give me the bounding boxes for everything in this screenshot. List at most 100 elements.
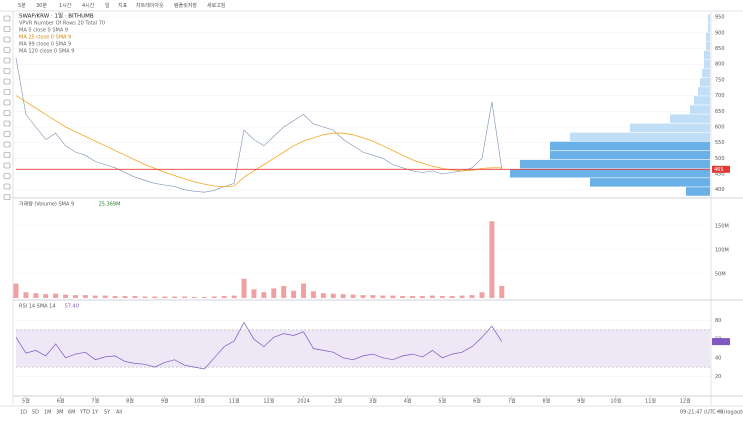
tool-icon[interactable]: [3, 131, 11, 137]
volume-bar: [221, 296, 227, 298]
toolbar-button[interactable]: 1시간: [59, 2, 72, 9]
last-price-label: 465: [714, 167, 724, 173]
toolbar-button[interactable]: 새로고침: [207, 2, 225, 9]
volume-bar: [33, 293, 39, 298]
y-tick-label: 500: [715, 156, 725, 162]
volume-bar: [350, 294, 356, 298]
range-button[interactable]: 3M: [56, 410, 64, 416]
tool-icon[interactable]: [3, 78, 11, 85]
pane-title: RSI 14 SMA 14: [19, 304, 56, 310]
tool-icon[interactable]: [3, 99, 11, 106]
charts: 5분 30분 1시간 4시간 일 지표 차트레이아웃 템플릿저장 새로고침 400 450 500 55…: [13, 2, 743, 416]
range-button[interactable]: 6M: [68, 410, 76, 416]
volume-bar: [479, 292, 485, 298]
volume-bar: [191, 297, 197, 298]
tool-icon[interactable]: [3, 152, 11, 158]
volume-profile-bar: [630, 123, 710, 132]
y-tick-label: 80: [715, 318, 721, 324]
x-tick-label: 12월: [680, 398, 691, 405]
pane-value: 57.40: [65, 304, 79, 310]
volume-bar: [92, 295, 98, 298]
volume-bar: [43, 294, 49, 298]
toolbar-button[interactable]: 4시간: [82, 2, 95, 9]
tool-icon[interactable]: [3, 110, 11, 116]
volume-bar: [320, 293, 326, 298]
tool-icon[interactable]: [3, 89, 11, 95]
tool-icon[interactable]: [3, 57, 11, 64]
volume-bar: [489, 221, 495, 298]
volume-profile-bar: [550, 150, 710, 160]
tool-icon[interactable]: [3, 120, 11, 127]
volume-bar: [370, 295, 376, 298]
y-tick-label: 50M: [715, 272, 726, 278]
volume-bar: [241, 278, 247, 298]
tool-icon[interactable]: [3, 36, 11, 43]
tool-icon[interactable]: [3, 194, 11, 200]
range-button[interactable]: 1Y: [92, 410, 99, 416]
range-button[interactable]: YTD: [79, 410, 90, 416]
scale-option[interactable]: %: [718, 410, 723, 416]
volume-bar: [182, 296, 188, 298]
volume-profile-bar: [706, 32, 710, 41]
tool-icon[interactable]: [3, 173, 11, 179]
toolbar-button[interactable]: 일: [105, 2, 110, 9]
x-tick-label: 8월: [126, 398, 134, 405]
toolbar-button[interactable]: 지표: [118, 2, 128, 9]
volume-bar: [172, 296, 178, 298]
x-tick-label: 9월: [161, 398, 169, 405]
y-tick-label: 450: [715, 172, 725, 178]
volume-bar: [132, 296, 138, 298]
volume-bar: [301, 283, 306, 298]
volume-bar: [390, 295, 396, 298]
volume-profile-bar: [690, 105, 710, 114]
range-button[interactable]: All: [116, 410, 122, 416]
tool-icon[interactable]: [3, 141, 11, 148]
volume-bar: [420, 296, 425, 298]
tool-icon[interactable]: [3, 68, 11, 74]
volume-bar: [73, 295, 78, 298]
range-button[interactable]: 1M: [44, 410, 52, 416]
scale-option[interactable]: log: [726, 410, 734, 416]
tool-icon[interactable]: [3, 183, 11, 190]
volume-bar: [360, 295, 366, 298]
x-tick-label: 12월: [263, 398, 274, 405]
x-tick-label: 7월: [91, 398, 99, 405]
volume-profile-bar: [706, 41, 710, 51]
x-tick-label: 11월: [645, 398, 656, 405]
tool-icon[interactable]: [3, 47, 11, 53]
volume-bar: [82, 295, 88, 298]
volume-bar: [142, 296, 148, 298]
sidebar: [3, 15, 11, 200]
range-button[interactable]: 5Y: [104, 410, 111, 416]
y-tick-label: 950: [715, 15, 725, 21]
pane-value: 25.369M: [99, 202, 121, 208]
x-tick-label: 2월: [334, 398, 342, 405]
volume-bar: [429, 295, 435, 298]
range-button[interactable]: 1D: [20, 410, 27, 416]
tool-icon[interactable]: [3, 15, 11, 22]
toolbar-button[interactable]: 5분: [18, 3, 26, 9]
volume-bar: [291, 290, 297, 298]
volume-profile-bar: [694, 96, 710, 105]
range-button[interactable]: 5D: [32, 410, 39, 416]
moving-average-line: [15, 95, 502, 188]
toolbar-button[interactable]: 30분: [36, 3, 47, 9]
volume-profile-bar: [550, 141, 710, 151]
x-tick-label: 6월: [57, 398, 65, 405]
y-tick-label: 100M: [715, 248, 729, 254]
rsi-band: [16, 329, 710, 368]
tool-icon[interactable]: [3, 162, 11, 169]
tool-icon[interactable]: [3, 26, 11, 32]
clock: 09:21:47 (UTC+9): [680, 410, 725, 416]
chart-title: SWAP/KRW · 1일 · BITHUMB: [19, 12, 94, 20]
volume-bar: [271, 288, 277, 298]
volume-bar: [122, 296, 128, 298]
volume-profile-bar: [708, 14, 710, 23]
volume-profile-bar: [702, 68, 710, 78]
toolbar-button[interactable]: 차트레이아웃: [136, 2, 164, 9]
volume-profile-bar: [670, 114, 710, 123]
toolbar-button[interactable]: 템플릿저장: [174, 2, 197, 9]
volume-bar: [310, 291, 316, 298]
scale-option[interactable]: auto: [734, 410, 743, 416]
